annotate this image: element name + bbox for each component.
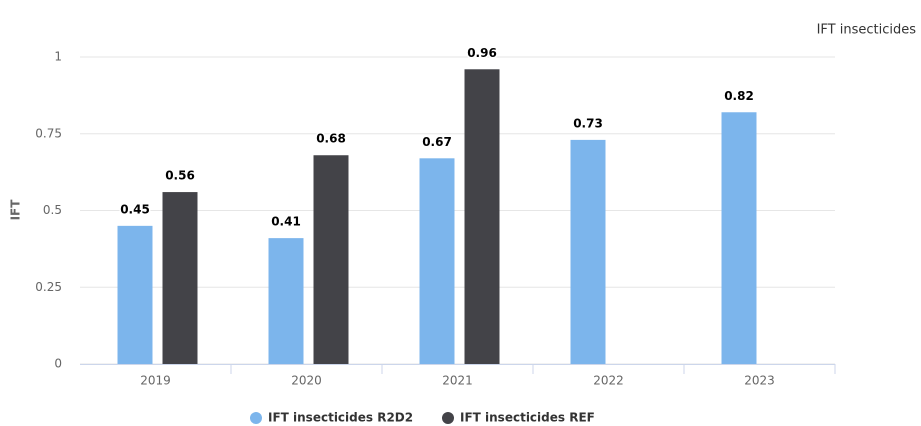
bar xyxy=(464,69,500,364)
legend-marker xyxy=(250,412,262,424)
bar xyxy=(313,155,349,364)
y-tick-label: 0.25 xyxy=(35,280,62,294)
data-label: 0.41 xyxy=(271,215,301,229)
data-label: 0.56 xyxy=(165,169,195,183)
x-tick-label: 2023 xyxy=(744,374,775,388)
y-axis-label: IFT xyxy=(9,199,23,221)
bar xyxy=(117,225,153,364)
chart-title: IFT insecticides xyxy=(817,23,917,38)
bar xyxy=(162,192,198,364)
x-tick-label: 2019 xyxy=(140,374,171,388)
y-tick-label: 0.5 xyxy=(43,203,62,217)
x-tick-label: 2021 xyxy=(442,374,473,388)
bar xyxy=(419,158,455,364)
data-label: 0.73 xyxy=(573,116,603,130)
y-tick-label: 1 xyxy=(54,50,62,64)
legend-label: IFT insecticides REF xyxy=(460,411,595,425)
data-label: 0.45 xyxy=(120,202,150,216)
x-tick-label: 2022 xyxy=(593,374,624,388)
y-tick-label: 0.75 xyxy=(35,126,62,140)
legend-marker xyxy=(442,412,454,424)
data-label: 0.96 xyxy=(467,46,497,60)
data-label: 0.82 xyxy=(724,89,754,103)
data-label: 0.68 xyxy=(316,132,346,146)
y-tick-label: 0 xyxy=(54,357,62,371)
legend-label: IFT insecticides R2D2 xyxy=(268,411,413,425)
bar xyxy=(721,112,757,364)
data-label: 0.67 xyxy=(422,135,452,149)
bar xyxy=(570,139,606,364)
x-tick-label: 2020 xyxy=(291,374,322,388)
bar xyxy=(268,238,304,364)
